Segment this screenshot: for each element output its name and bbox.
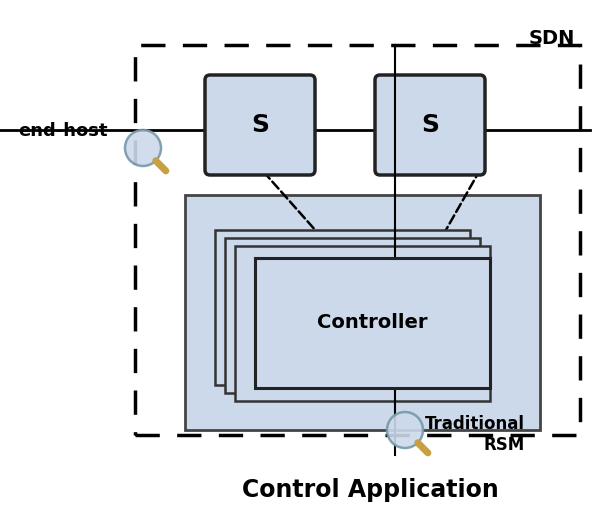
Bar [235, 246, 490, 401]
Text: SDN: SDN [529, 29, 575, 48]
Bar [185, 195, 540, 430]
Bar [255, 258, 490, 388]
Circle shape [125, 130, 161, 166]
FancyBboxPatch shape [375, 75, 485, 175]
Bar [135, 45, 580, 435]
Text: end-host: end-host [18, 122, 107, 140]
Bar [215, 230, 470, 385]
Circle shape [387, 412, 423, 448]
Text: Traditional
RSM: Traditional RSM [425, 415, 525, 454]
Text: S: S [251, 113, 269, 137]
Text: S: S [421, 113, 439, 137]
Text: Control Application: Control Application [242, 478, 499, 502]
FancyBboxPatch shape [205, 75, 315, 175]
Bar [225, 238, 480, 393]
Text: Controller: Controller [317, 313, 427, 332]
